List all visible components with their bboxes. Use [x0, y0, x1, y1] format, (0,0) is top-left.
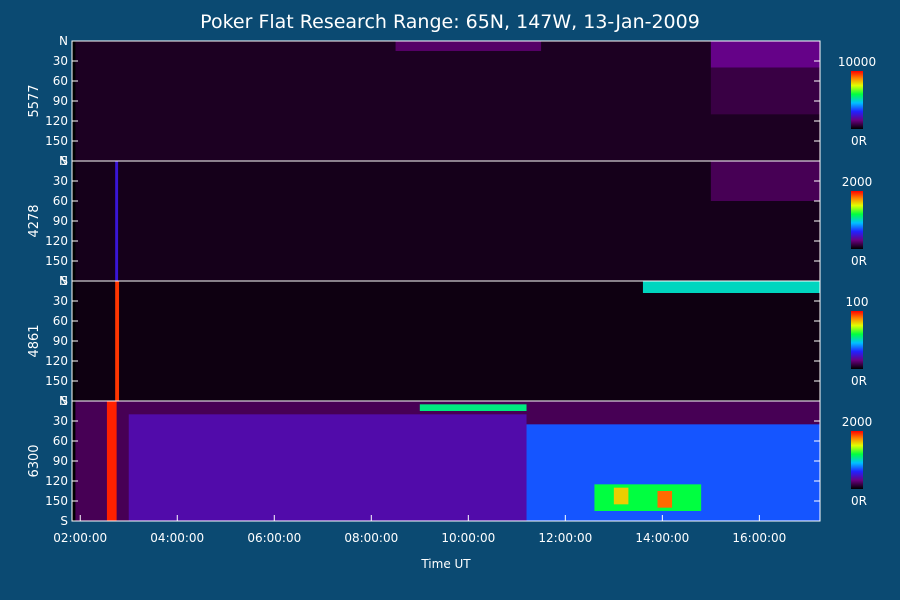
y-tick-label: N	[59, 154, 68, 168]
intensity-region	[419, 404, 527, 411]
y-tick-label: 150	[45, 374, 68, 388]
panel-5577: N 30 60 90 120 150 S 5577 10000 0R	[27, 34, 876, 168]
colorbar-max-label: 10000	[838, 55, 876, 69]
panel-wavelength-label: 6300	[27, 444, 42, 477]
intensity-region	[642, 281, 820, 293]
y-tick-label: 90	[53, 334, 68, 348]
intensity-region	[710, 41, 820, 68]
intensity-region	[395, 41, 542, 51]
y-tick-label: 30	[53, 54, 68, 68]
y-tick-label: N	[59, 34, 68, 48]
x-tick-label: 10:00:00	[441, 531, 495, 545]
panel-wavelength-label: 4861	[27, 324, 42, 357]
y-tick-label: 60	[53, 314, 68, 328]
intensity-region	[115, 161, 119, 281]
intensity-region	[75, 161, 821, 281]
x-tick-label: 08:00:00	[344, 531, 398, 545]
x-tick-label: 14:00:00	[635, 531, 689, 545]
y-tick-label: S	[60, 514, 68, 528]
panel-4861: N 30 60 90 120 150 S 4861 100 0R	[27, 274, 868, 408]
panel-4278: N 30 60 90 120 150 S 4278 2000 0R	[27, 154, 872, 288]
y-tick-label: N	[59, 394, 68, 408]
y-tick-label: N	[59, 274, 68, 288]
y-tick-label: 60	[53, 434, 68, 448]
colorbar-min-label: 0R	[851, 494, 867, 508]
y-tick-label: 60	[53, 194, 68, 208]
colorbar	[851, 431, 863, 489]
intensity-region	[657, 491, 673, 508]
y-tick-label: 150	[45, 134, 68, 148]
panel-wavelength-label: 4278	[27, 204, 42, 237]
colorbar	[851, 311, 863, 369]
intensity-region	[106, 401, 117, 521]
y-tick-label: 60	[53, 74, 68, 88]
colorbar-min-label: 0R	[851, 374, 867, 388]
intensity-region	[710, 161, 820, 201]
y-tick-label: 150	[45, 254, 68, 268]
y-tick-label: 30	[53, 174, 68, 188]
intensity-region	[710, 67, 820, 115]
colorbar-min-label: 0R	[851, 254, 867, 268]
intensity-region	[613, 487, 629, 505]
x-tick-label: 16:00:00	[732, 531, 786, 545]
y-tick-label: S	[60, 154, 68, 168]
y-tick-label: 90	[53, 454, 68, 468]
x-tick-label: 12:00:00	[538, 531, 592, 545]
y-tick-label: 120	[45, 234, 68, 248]
y-tick-label: 120	[45, 354, 68, 368]
colorbar-max-label: 2000	[842, 415, 873, 429]
y-tick-label: 90	[53, 94, 68, 108]
y-tick-label: 120	[45, 114, 68, 128]
colorbar	[851, 191, 863, 249]
y-tick-label: 120	[45, 474, 68, 488]
x-tick-label: 06:00:00	[247, 531, 301, 545]
colorbar	[851, 71, 863, 129]
x-axis-label: Time UT	[420, 557, 471, 571]
y-tick-label: 150	[45, 494, 68, 508]
colorbar-max-label: 100	[846, 295, 869, 309]
colorbar-max-label: 2000	[842, 175, 873, 189]
x-tick-label: 02:00:00	[53, 531, 107, 545]
colorbar-min-label: 0R	[851, 134, 867, 148]
intensity-region	[115, 281, 120, 401]
chart-title: Poker Flat Research Range: 65N, 147W, 13…	[200, 11, 700, 33]
panel-wavelength-label: 5577	[27, 84, 42, 117]
x-tick-label: 04:00:00	[150, 531, 204, 545]
intensity-region	[75, 281, 821, 401]
y-tick-label: 30	[53, 294, 68, 308]
intensity-region	[128, 414, 527, 521]
intensity-region	[75, 41, 821, 161]
y-tick-label: 90	[53, 214, 68, 228]
y-tick-label: S	[60, 394, 68, 408]
intensity-region	[594, 484, 702, 511]
panel-6300: N 30 60 90 120 150 S 6300 2000 0R	[27, 394, 872, 528]
y-tick-label: S	[60, 274, 68, 288]
y-tick-label: 30	[53, 414, 68, 428]
